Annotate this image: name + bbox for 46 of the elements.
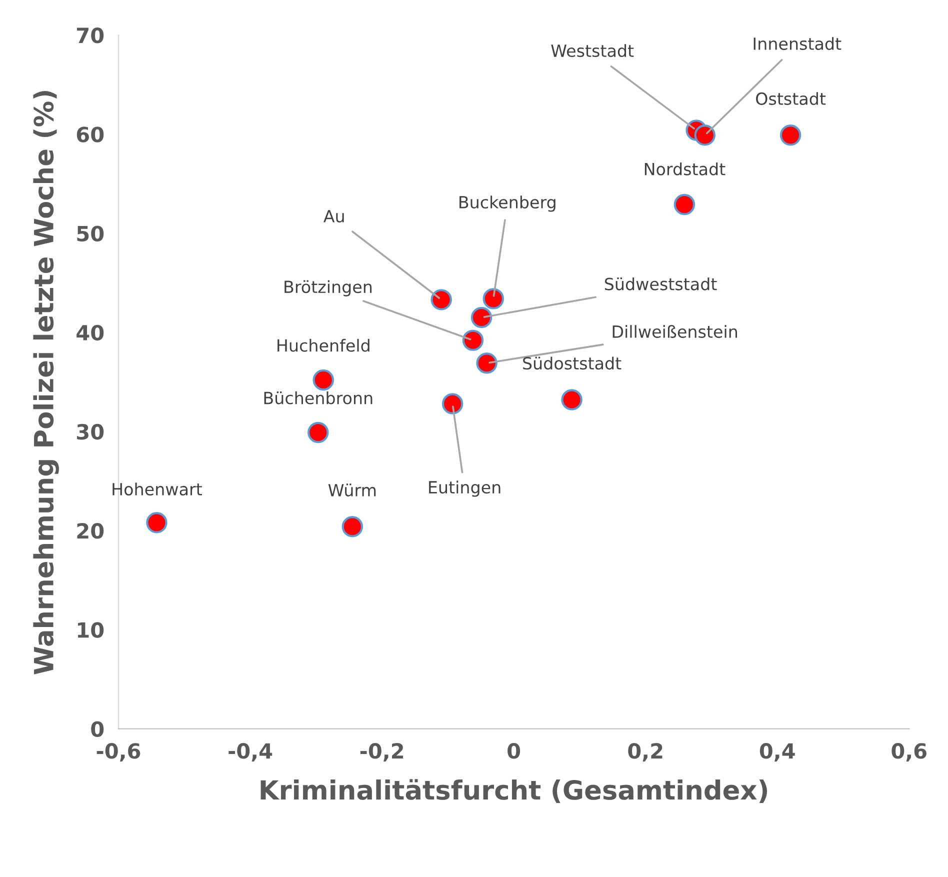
y-tick-label: 10 bbox=[78, 622, 104, 638]
point bbox=[780, 124, 802, 146]
x-tick-label: -0,4 bbox=[228, 743, 272, 762]
y-axis-title: Wahrnehmung Polizei letzte Woche (%) bbox=[33, 91, 59, 674]
annotation: Büchenbronn bbox=[264, 391, 372, 404]
annotation: Oststadt bbox=[756, 92, 826, 106]
annotation: Innenstadt bbox=[754, 37, 842, 50]
annotation: Nordstadt bbox=[644, 162, 726, 176]
x-tick-label: -0,6 bbox=[96, 743, 140, 762]
y-tick-label: 70 bbox=[77, 28, 104, 44]
annotation: Würm bbox=[328, 484, 376, 496]
point bbox=[146, 512, 168, 534]
point bbox=[561, 389, 582, 410]
annotation: Au bbox=[323, 210, 344, 223]
y-tick-label: 0 bbox=[91, 721, 104, 737]
x-tick-label: 0,4 bbox=[760, 743, 795, 762]
annotation: Eutingen bbox=[429, 480, 500, 497]
x-tick-label: 0,6 bbox=[892, 743, 926, 762]
x-tick-label: 0 bbox=[508, 743, 520, 759]
annotation: Weststadt bbox=[551, 44, 634, 58]
annotation: Brötzingen bbox=[284, 280, 372, 296]
point bbox=[462, 330, 484, 351]
point bbox=[470, 306, 492, 328]
y-tick-label: 60 bbox=[76, 126, 104, 142]
annotation: Buckenberg bbox=[460, 196, 556, 212]
annotation: Dillweißenstein bbox=[612, 325, 737, 338]
x-tick-label: -0,2 bbox=[360, 743, 404, 762]
point bbox=[482, 288, 504, 310]
x-axis-title: Kriminalitätsfurcht (Gesamtindex) bbox=[260, 779, 768, 804]
y-tick-label: 40 bbox=[76, 324, 104, 341]
annotation: Huchenfeld bbox=[278, 338, 370, 352]
x-tick-label: 0,2 bbox=[628, 743, 662, 762]
point bbox=[308, 422, 329, 444]
point bbox=[694, 124, 716, 146]
annotation: Südweststadt bbox=[604, 277, 717, 290]
point bbox=[430, 289, 452, 310]
annotation: Südoststadt bbox=[523, 356, 622, 370]
point bbox=[442, 393, 464, 414]
point bbox=[476, 352, 498, 374]
y-tick-label: 30 bbox=[77, 424, 104, 440]
annotation: Hohenwart bbox=[112, 482, 202, 496]
point bbox=[342, 516, 364, 538]
y-tick-label: 50 bbox=[77, 226, 104, 242]
y-tick-label: 20 bbox=[77, 523, 104, 539]
point bbox=[674, 194, 696, 216]
point bbox=[312, 369, 334, 391]
